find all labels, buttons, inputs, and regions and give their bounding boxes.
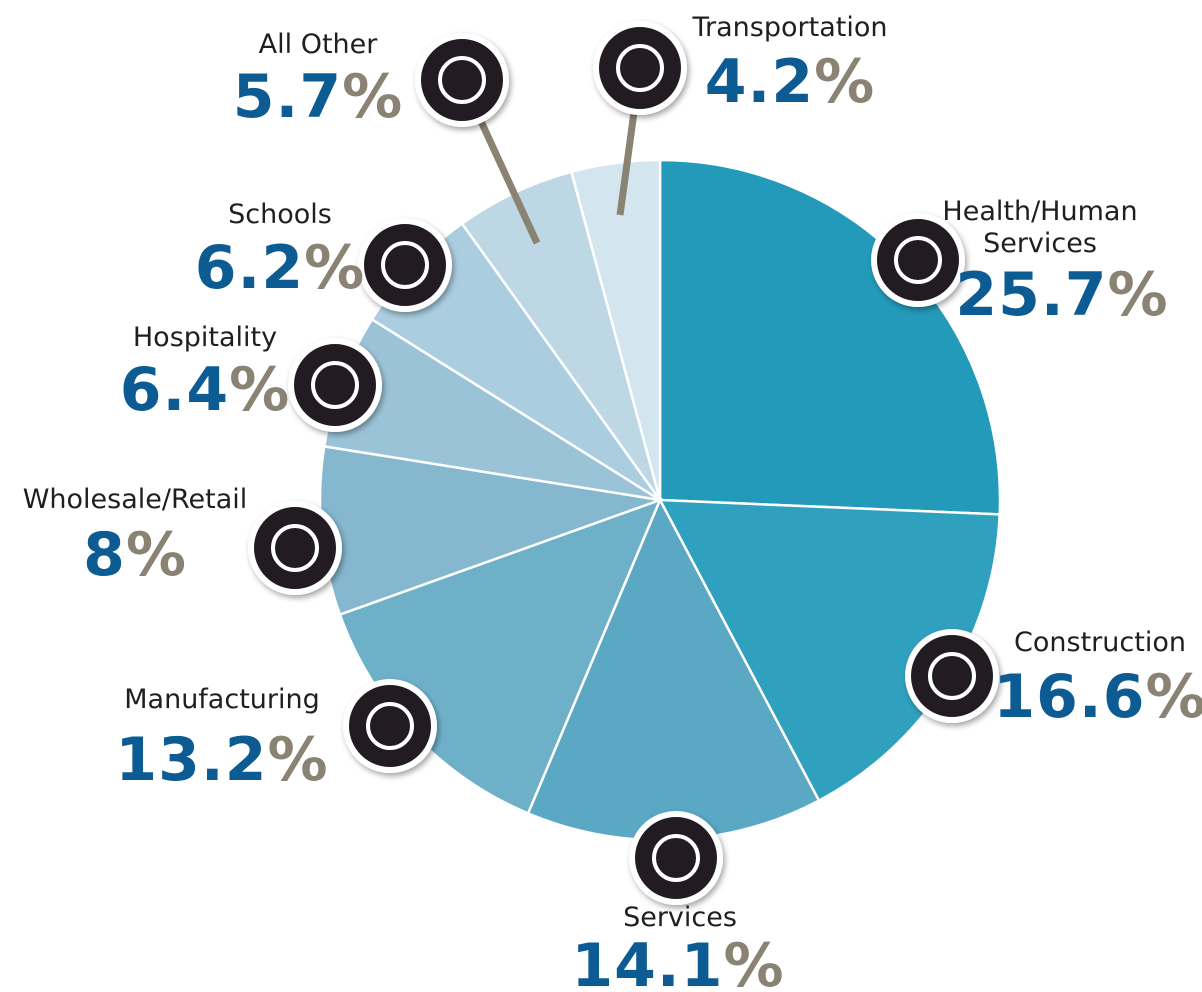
value-number: 16.6: [993, 662, 1146, 732]
value-number: 6.2: [194, 233, 305, 303]
value-unit: %: [229, 355, 291, 425]
icon-glyph: [438, 56, 486, 104]
value-number: 14.1: [571, 931, 724, 992]
icon-badge: [629, 811, 723, 905]
value-label: 8%: [83, 525, 187, 585]
value-unit: %: [267, 725, 329, 795]
value-label: 6.2%: [195, 238, 365, 298]
icon-glyph: [894, 236, 942, 284]
value-unit: %: [125, 520, 187, 590]
category-label: Schools: [228, 199, 332, 230]
value-unit: %: [304, 233, 366, 303]
icon-glyph: [616, 44, 664, 92]
value-unit: %: [342, 62, 404, 132]
icon-badge: [248, 501, 342, 595]
value-label: 14.1%: [571, 936, 784, 992]
category-label: Wholesale/Retail: [22, 484, 248, 515]
value-unit: %: [1145, 662, 1202, 732]
category-label: All Other: [258, 29, 378, 60]
icon-badge: [288, 338, 382, 432]
value-number: 25.7: [955, 260, 1108, 330]
icon-glyph: [271, 524, 319, 572]
value-label: 6.4%: [120, 360, 290, 420]
value-number: 6.4: [119, 355, 230, 425]
category-label: Construction: [1014, 627, 1186, 658]
icon-badge: [905, 629, 999, 723]
category-label: Manufacturing: [124, 684, 320, 715]
value-number: 13.2: [115, 725, 268, 795]
icon-glyph: [366, 702, 414, 750]
icon-badge: [871, 213, 965, 307]
icon-glyph: [381, 241, 429, 289]
value-label: 4.2%: [705, 52, 875, 112]
icon-badge: [415, 33, 509, 127]
value-label: 25.7%: [955, 265, 1168, 325]
icon-glyph: [928, 652, 976, 700]
value-label: 5.7%: [233, 67, 403, 127]
icon-badge: [358, 218, 452, 312]
value-unit: %: [723, 931, 785, 992]
value-unit: %: [814, 47, 876, 117]
category-label: Services: [623, 902, 737, 933]
value-number: 4.2: [704, 47, 815, 117]
icon-badge: [593, 21, 687, 115]
category-label: Hospitality: [132, 322, 278, 353]
value-label: 13.2%: [115, 730, 328, 790]
icon-glyph: [311, 361, 359, 409]
value-label: 16.6%: [993, 667, 1202, 727]
value-unit: %: [1107, 260, 1169, 330]
pie-slice: [569, 158, 662, 501]
category-label: Transportation: [692, 12, 888, 43]
category-label: Health/Human Services: [942, 196, 1138, 259]
value-number: 5.7: [232, 62, 343, 132]
icon-glyph: [652, 834, 700, 882]
icon-badge: [343, 679, 437, 773]
value-number: 8: [83, 520, 126, 590]
